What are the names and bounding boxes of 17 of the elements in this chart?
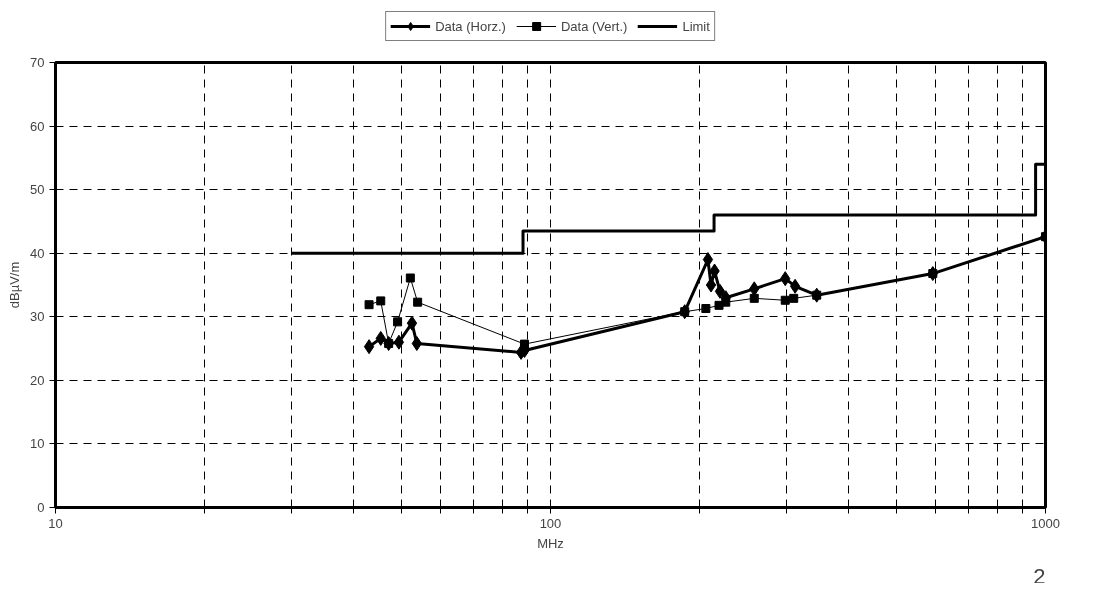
x-tick-label: 100 <box>539 515 562 531</box>
y-axis-title: dBµV/m <box>7 261 23 309</box>
x-tick-label: 1000 <box>1031 515 1060 531</box>
y-tick-label: 0 <box>37 500 45 515</box>
legend-label: Limit <box>682 18 710 34</box>
y-tick-label: 50 <box>30 182 45 198</box>
legend-label: Data (Horz.) <box>435 18 506 34</box>
y-tick-label: 40 <box>30 245 45 261</box>
x-axis-title: MHz <box>537 535 564 551</box>
x-tick-label: 10 <box>48 515 63 531</box>
y-tick-label: 60 <box>30 118 45 134</box>
legend-label: Data (Vert.) <box>560 18 628 34</box>
text: 2 <box>1033 563 1046 589</box>
y-tick-label: 30 <box>30 309 45 325</box>
y-tick-label: 20 <box>30 372 45 388</box>
y-tick-label: 70 <box>30 55 45 70</box>
y-tick-label: 10 <box>30 436 45 452</box>
